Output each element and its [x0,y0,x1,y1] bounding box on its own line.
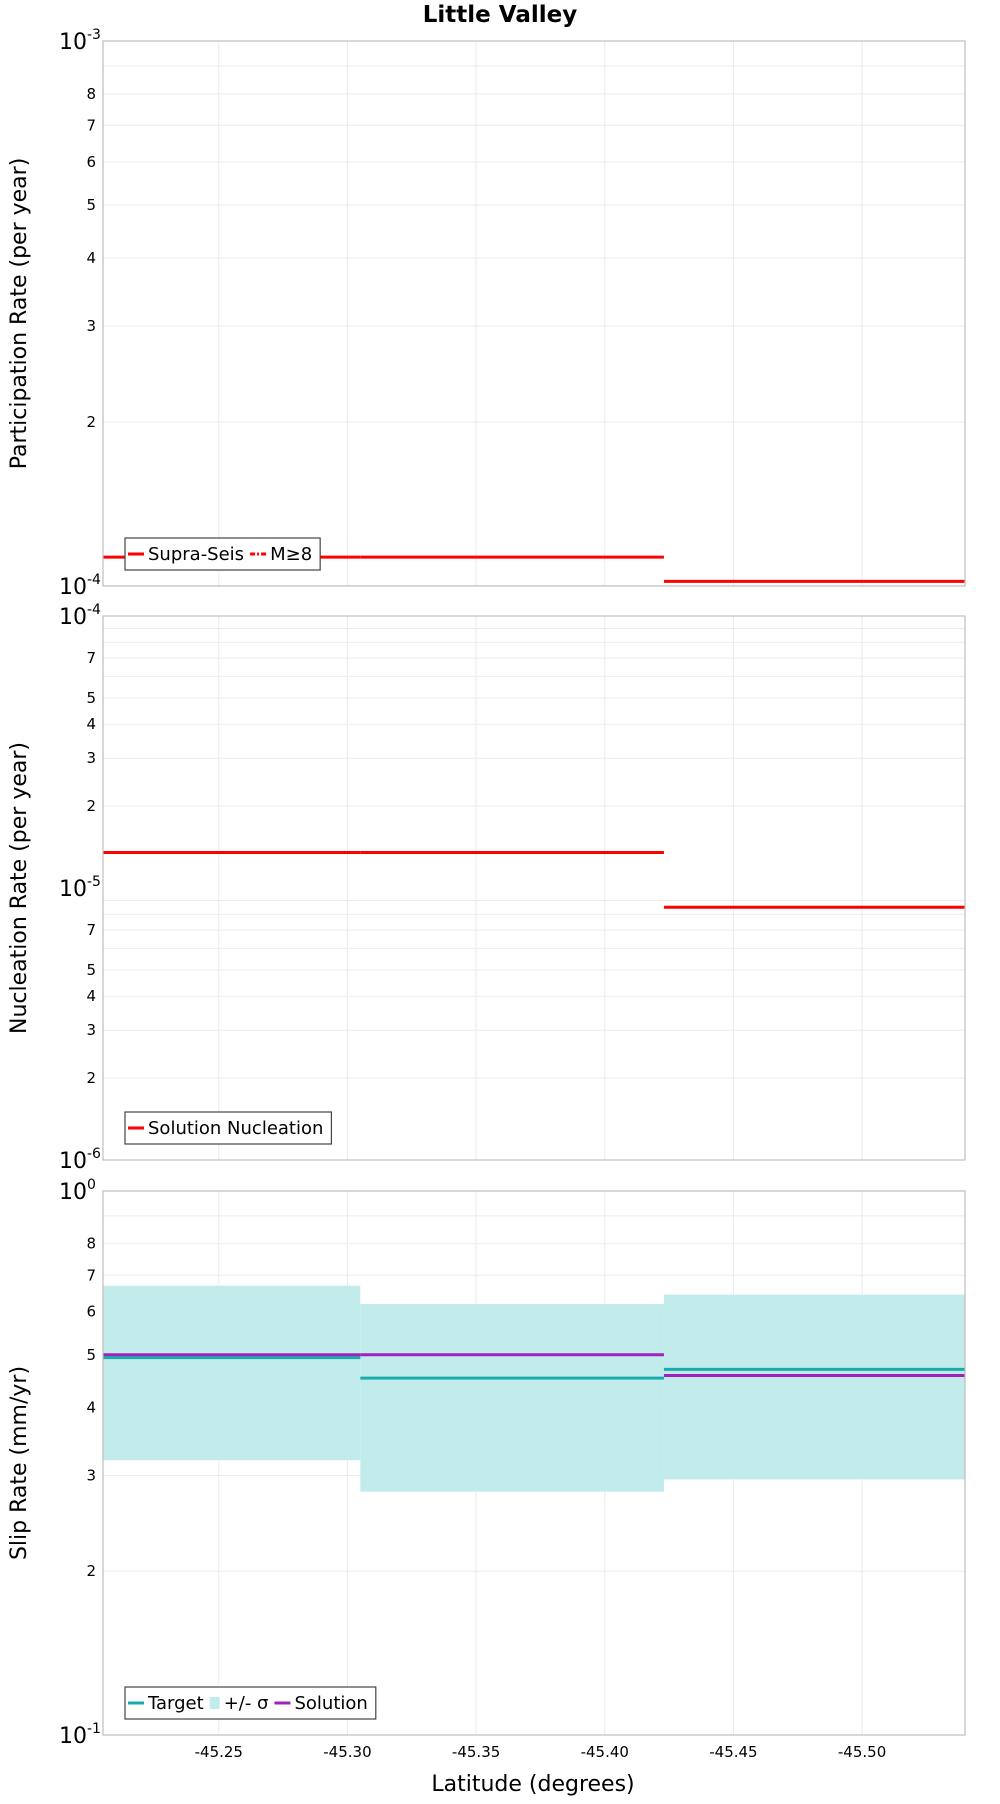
chart-title: Little Valley [423,2,577,28]
legend-label: Solution Nucleation [148,1118,323,1139]
y-tick-label: 8 [86,1235,96,1253]
sigma-band-segment [360,1303,664,1492]
legend: Solution Nucleation [124,1111,333,1145]
y-major-tick-exponent: -4 [87,602,101,618]
y-tick-label: 5 [86,689,96,707]
y-tick-label: 3 [86,749,96,767]
y-major-tick-exponent: -6 [87,1146,101,1162]
legend-box [124,1111,333,1145]
y-major-tick-exponent: 0 [87,1177,96,1193]
x-tick-label: -45.35 [452,1743,500,1761]
plot-frame [102,1190,966,1736]
y-tick-label: 5 [86,961,96,979]
y-tick-label: 2 [86,413,96,431]
y-tick-label: 4 [86,249,96,267]
y-major-tick-exponent: -4 [87,572,101,588]
y-tick-label: 2 [86,797,96,815]
x-axis-title: Latitude (degrees) [431,1772,634,1797]
x-tick-label: -45.30 [323,1743,371,1761]
y-major-tick-exponent: -3 [87,27,101,43]
legend: Target +/- σ Solution [124,1686,377,1720]
y-tick-label: 8 [86,85,96,103]
y-tick-label: 4 [86,987,96,1005]
y-tick-label: 7 [86,1266,96,1284]
y-tick-label: 6 [86,1303,96,1321]
legend-box [124,537,321,571]
y-tick-label: 7 [86,116,96,134]
gridlines [103,616,965,1160]
legend-label: +/- σ [224,1693,269,1714]
y-major-tick-label: 10 [59,1724,87,1749]
y-axis-title: Nucleation Rate (per year) [7,742,32,1034]
y-tick-label: 7 [86,649,96,667]
sigma-band-segment [663,1294,965,1480]
y-major-tick-label: 10 [59,575,87,600]
y-major-tick-label: 10 [59,605,87,630]
legend-label: Target [147,1693,204,1714]
sigma-band-segment [103,1285,361,1461]
x-axis: -45.25 -45.30 -45.35 -45.40 -45.45 -45.50 [195,1743,887,1761]
y-tick-label: 5 [86,196,96,214]
x-tick-label: -45.25 [195,1743,243,1761]
y-major-tick-label: 10 [59,30,87,55]
legend-label: Solution [294,1693,367,1714]
y-tick-label: 3 [86,317,96,335]
plot-frame [102,40,966,587]
legend: Supra-Seis M≥8 [124,537,321,571]
y-major-tick-label: 10 [59,1180,87,1205]
x-tick-label: -45.50 [838,1743,886,1761]
y-major-tick-label: 10 [59,877,87,902]
y-axis-title: Slip Rate (mm/yr) [7,1366,32,1560]
y-axis-title: Participation Rate (per year) [7,158,32,470]
legend-label: Supra-Seis [148,544,244,565]
legend-label: M≥8 [270,544,312,565]
y-tick-label: 4 [86,715,96,733]
y-tick-label: 4 [86,1398,96,1416]
legend-box [124,1686,377,1720]
gridlines [103,41,965,586]
x-tick-label: -45.40 [581,1743,629,1761]
y-tick-label: 2 [86,1562,96,1580]
y-tick-label: 3 [86,1021,96,1039]
y-tick-label: 2 [86,1069,96,1087]
legend-swatch [209,1697,220,1709]
y-tick-label: 5 [86,1346,96,1364]
y-tick-label: 7 [86,921,96,939]
y-major-tick-exponent: -1 [87,1721,101,1737]
y-tick-label: 6 [86,153,96,171]
x-tick-label: -45.45 [709,1743,757,1761]
y-tick-label: 3 [86,1466,96,1484]
y-major-tick-label: 10 [59,1149,87,1174]
y-major-tick-exponent: -5 [87,874,101,890]
plot-frame [102,615,966,1161]
